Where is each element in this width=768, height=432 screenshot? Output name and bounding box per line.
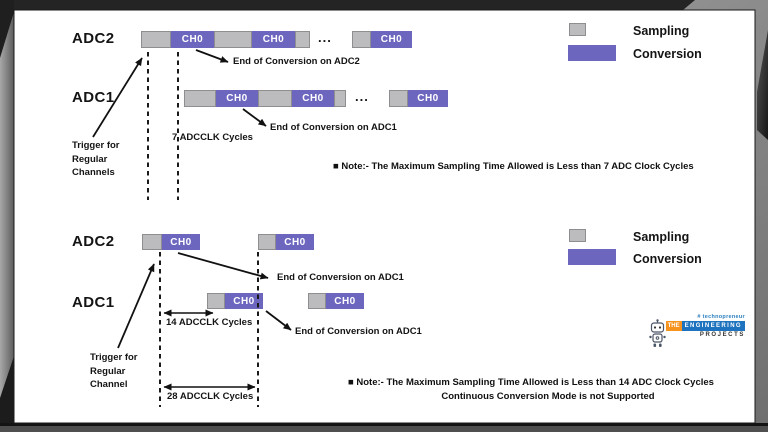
channel-label: CH0: [233, 295, 255, 307]
conversion-segment: CH0: [225, 293, 263, 309]
top-adc1-timing-bar: CH0 CH0: [184, 90, 346, 107]
top-note: ■ Note:- The Maximum Sampling Time Allow…: [333, 161, 694, 172]
conversion-segment: CH0: [292, 90, 334, 107]
ellipsis: ...: [318, 30, 332, 45]
channel-label: CH0: [284, 236, 306, 248]
sampling-segment: [258, 234, 276, 250]
channel-label: CH0: [334, 295, 356, 307]
logo-projects-label: PROJECTS: [699, 332, 745, 338]
bottom-eoc-2-label: End of Conversion on ADC1: [295, 326, 422, 337]
top-adc1-timing-bar-2: CH0: [389, 90, 448, 107]
bottom-adc2-label: ADC2: [72, 233, 115, 250]
top-cycles-label: 7 ADCCLK Cycles: [172, 132, 253, 143]
bottom-adc1-timing-bar-2: CH0: [308, 293, 364, 309]
bottom-adc1-timing-bar: CH0: [207, 293, 263, 309]
logo-the-badge: THE: [665, 321, 682, 331]
sampling-segment: [352, 31, 371, 48]
channel-label: CH0: [380, 34, 403, 45]
bottom-note-line1: ■ Note:- The Maximum Sampling Time Allow…: [348, 377, 714, 388]
channel-label: CH0: [302, 93, 324, 104]
top-adc2-timing-bar: CH0 CH0: [141, 31, 310, 48]
conversion-segment: CH0: [371, 31, 412, 48]
sampling-segment: [207, 293, 225, 309]
top-trigger-label: Trigger for Regular Channels: [72, 140, 120, 178]
sampling-swatch: [569, 229, 586, 242]
conversion-segment: CH0: [252, 31, 295, 48]
top-adc1-label: ADC1: [72, 89, 115, 106]
robot-icon: [649, 319, 666, 347]
sampling-legend-label: Sampling: [633, 230, 690, 244]
engineering-projects-logo: # technopreneur THE ENGINEERING PROJECTS: [648, 312, 746, 356]
bottom-adc2-timing-bar-2: CH0: [258, 234, 314, 250]
top-adc2-timing-bar-2: CH0: [352, 31, 412, 48]
bottom-eoc-1-label: End of Conversion on ADC1: [277, 272, 404, 283]
bottom-note-line2: Continuous Conversion Mode is not Suppor…: [441, 391, 655, 402]
conversion-segment: CH0: [216, 90, 258, 107]
top-eoc-adc2-label: End of Conversion on ADC2: [233, 56, 360, 67]
conversion-segment: CH0: [326, 293, 364, 309]
ellipsis: ...: [355, 89, 369, 104]
sampling-segment: [308, 293, 326, 309]
conversion-segment: CH0: [276, 234, 314, 250]
conversion-segment: CH0: [408, 90, 448, 107]
bottom-trigger-label: Trigger for Regular Channel: [90, 352, 138, 390]
conversion-segment: CH0: [171, 31, 214, 48]
bottom-cycles-28-label: 28 ADCCLK Cycles: [167, 391, 254, 402]
sampling-segment: [214, 31, 252, 48]
sampling-segment: [142, 234, 162, 250]
top-adc2-label: ADC2: [72, 30, 115, 47]
sampling-segment: [389, 90, 408, 107]
sampling-segment: [258, 90, 292, 107]
channel-label: CH0: [417, 93, 439, 104]
conversion-legend-label: Conversion: [633, 47, 702, 61]
sampling-swatch: [569, 23, 586, 36]
sampling-segment: [295, 31, 310, 48]
bottom-adc1-label: ADC1: [72, 294, 115, 311]
bottom-adc2-timing-bar: CH0: [142, 234, 200, 250]
logo-hashtag: # technopreneur: [697, 314, 745, 320]
sampling-segment: [184, 90, 216, 107]
bottom-note: ■ Note:- The Maximum Sampling Time Allow…: [348, 377, 748, 402]
conversion-legend-label: Conversion: [633, 252, 702, 266]
sampling-legend-label: Sampling: [633, 24, 690, 38]
conversion-swatch: [568, 249, 616, 265]
logo-engineering-badge: ENGINEERING: [681, 321, 745, 331]
sampling-segment: [334, 90, 346, 107]
channel-label: CH0: [170, 236, 192, 248]
conversion-segment: CH0: [162, 234, 200, 250]
top-eoc-adc1-label: End of Conversion on ADC1: [270, 122, 397, 133]
sampling-segment: [141, 31, 171, 48]
channel-label: CH0: [226, 93, 248, 104]
channel-label: CH0: [262, 34, 285, 45]
channel-label: CH0: [181, 34, 204, 45]
conversion-swatch: [568, 45, 616, 61]
bottom-cycles-14-label: 14 ADCCLK Cycles: [166, 317, 253, 328]
